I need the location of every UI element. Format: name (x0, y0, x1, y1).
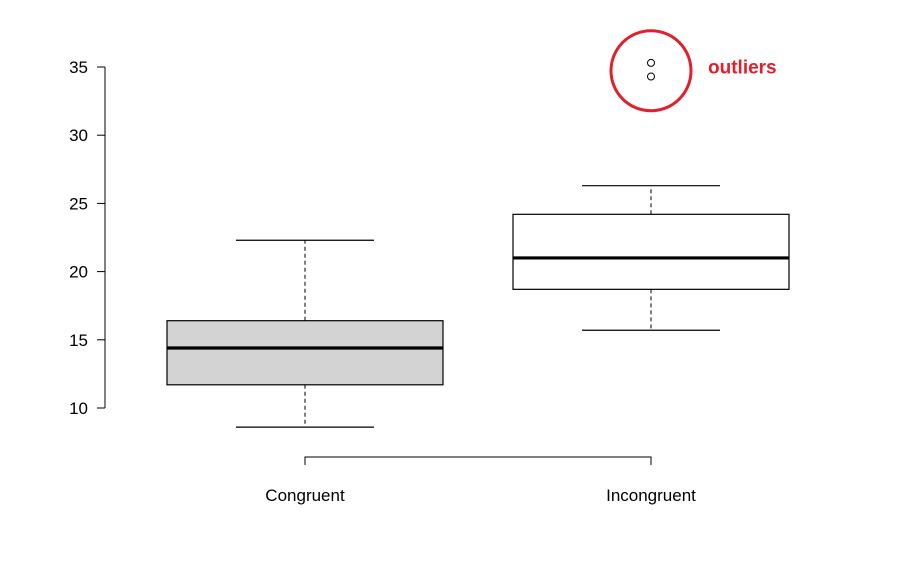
box-incongruent (512, 58, 790, 331)
y-axis: 10 15 20 25 30 35 (69, 58, 106, 418)
y-tick-label-10: 10 (69, 399, 88, 418)
box-congruent (166, 239, 444, 428)
iqr-box-incongruent (512, 213, 790, 290)
y-tick-label-15: 15 (69, 331, 88, 350)
iqr-box-congruent (166, 320, 444, 386)
x-axis: Congruent Incongruent (265, 456, 696, 505)
outlier-annotation: outliers (609, 29, 777, 113)
boxes (166, 58, 790, 428)
annotation-circle (609, 29, 693, 113)
x-tick-label-congruent: Congruent (265, 486, 345, 505)
y-tick-label-35: 35 (69, 58, 88, 77)
y-tick-label-25: 25 (69, 194, 88, 213)
annotation-label: outliers (708, 58, 777, 79)
outlier-point-incongruent-1 (647, 58, 655, 67)
y-tick-label-30: 30 (69, 126, 88, 145)
x-axis-line (304, 456, 652, 465)
x-tick-label-incongruent: Incongruent (606, 486, 696, 505)
outlier-point-incongruent-0 (647, 72, 655, 81)
y-tick-label-20: 20 (69, 263, 88, 282)
